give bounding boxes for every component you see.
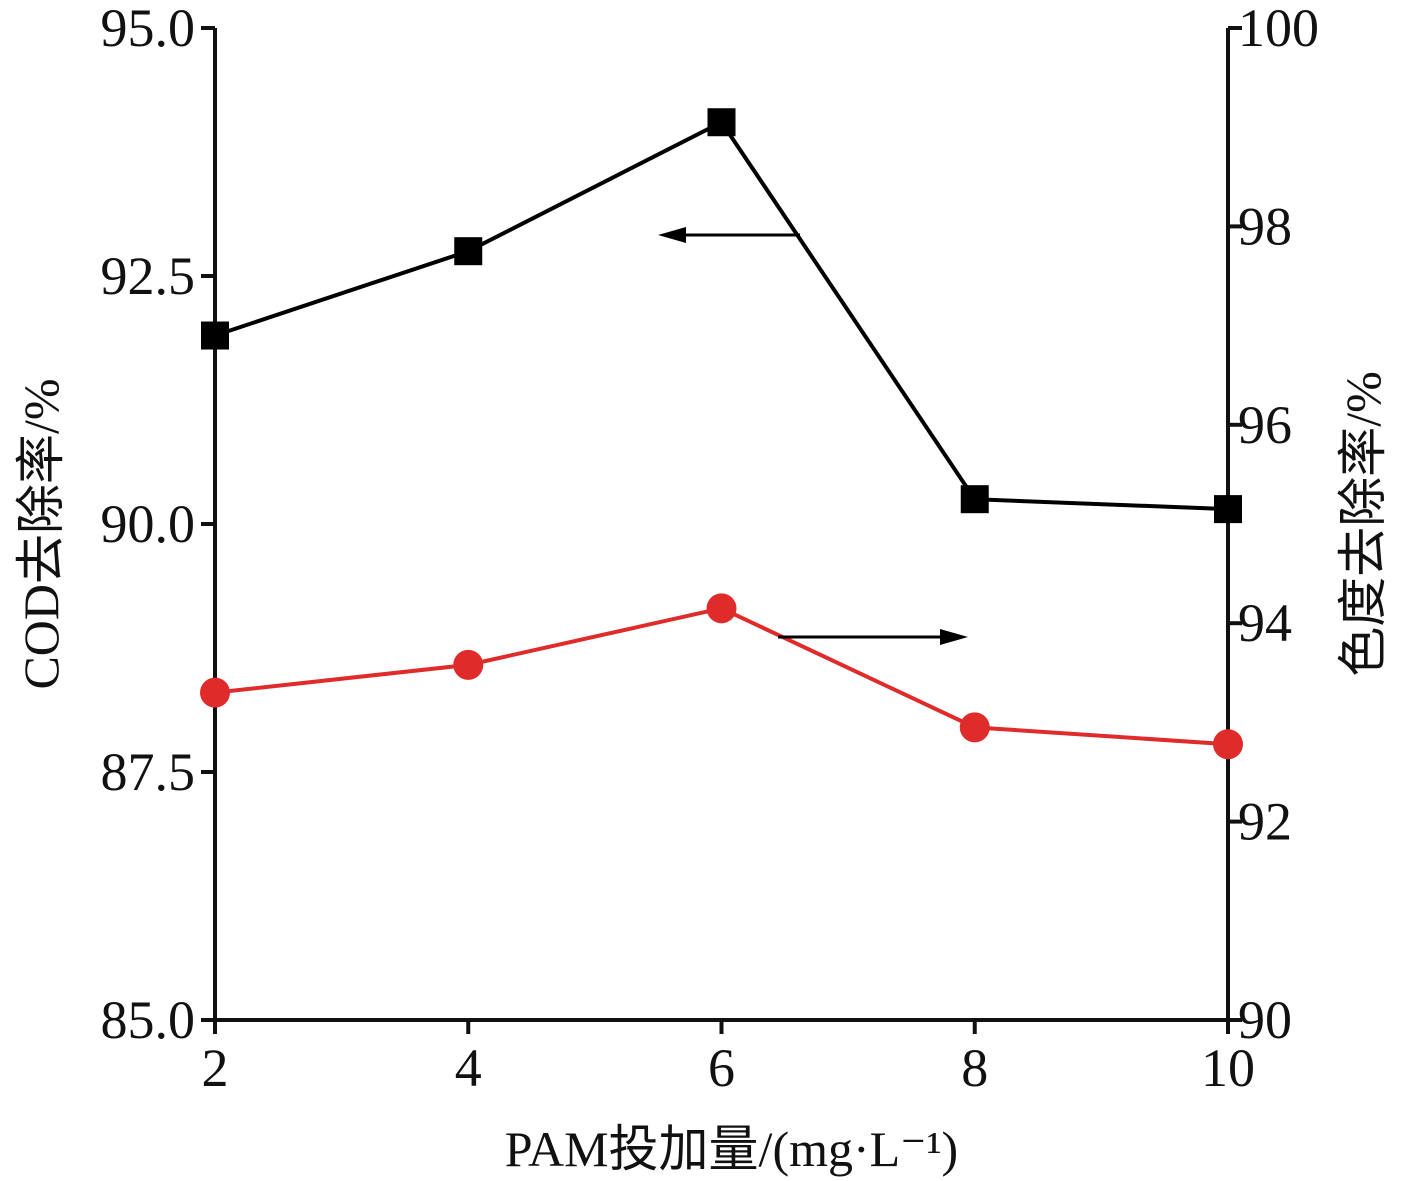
series-1-point <box>454 237 483 266</box>
right-y-tick-label: 90 <box>1238 990 1292 1050</box>
right-y-axis-title: 色度去除率/% <box>1335 371 1391 677</box>
ticks: 2 4 6 8 10 85.0 87.5 90.0 92.5 95.0 90 92 94 96 98 100 <box>101 0 1320 1098</box>
series-layer <box>200 108 1243 760</box>
right-y-tick-label: 100 <box>1238 0 1319 58</box>
series-2-point <box>959 712 990 743</box>
series-2-line <box>214 606 1229 747</box>
x-tick-label: 8 <box>961 1038 988 1098</box>
series-2-point <box>453 649 484 680</box>
left-y-tick-label: 92.5 <box>101 246 196 306</box>
x-tick-label: 6 <box>708 1038 735 1098</box>
right-y-tick-label: 96 <box>1238 395 1292 455</box>
right-y-tick-label: 98 <box>1238 196 1292 256</box>
series-2-point <box>200 677 230 708</box>
left-y-tick-label: 85.0 <box>101 990 196 1050</box>
right-y-tick-label: 92 <box>1238 792 1292 852</box>
left-y-tick-label: 87.5 <box>101 742 196 802</box>
x-tick-label: 10 <box>1201 1038 1255 1098</box>
series-2-point <box>706 593 737 624</box>
left-y-tick-label: 90.0 <box>101 494 196 554</box>
series-1-point <box>201 321 229 350</box>
right-axis-arrow-head <box>940 629 968 645</box>
series-1-point <box>960 485 989 514</box>
series-2-point <box>1213 729 1243 760</box>
x-axis-title: PAM投加量/(mg·L⁻¹) <box>505 1121 958 1177</box>
series-1-point <box>1214 495 1242 524</box>
left-axis-arrow-head <box>658 227 686 243</box>
x-tick-label: 2 <box>202 1038 229 1098</box>
series-1-line <box>214 119 1229 512</box>
left-y-axis-title: COD去除率/% <box>13 378 69 689</box>
x-tick-label: 4 <box>455 1038 482 1098</box>
series-1-point <box>707 108 736 137</box>
right-y-tick-label: 94 <box>1238 593 1292 653</box>
left-y-tick-label: 95.0 <box>101 0 196 58</box>
direction-arrows <box>658 227 968 645</box>
axes <box>213 28 1230 1022</box>
